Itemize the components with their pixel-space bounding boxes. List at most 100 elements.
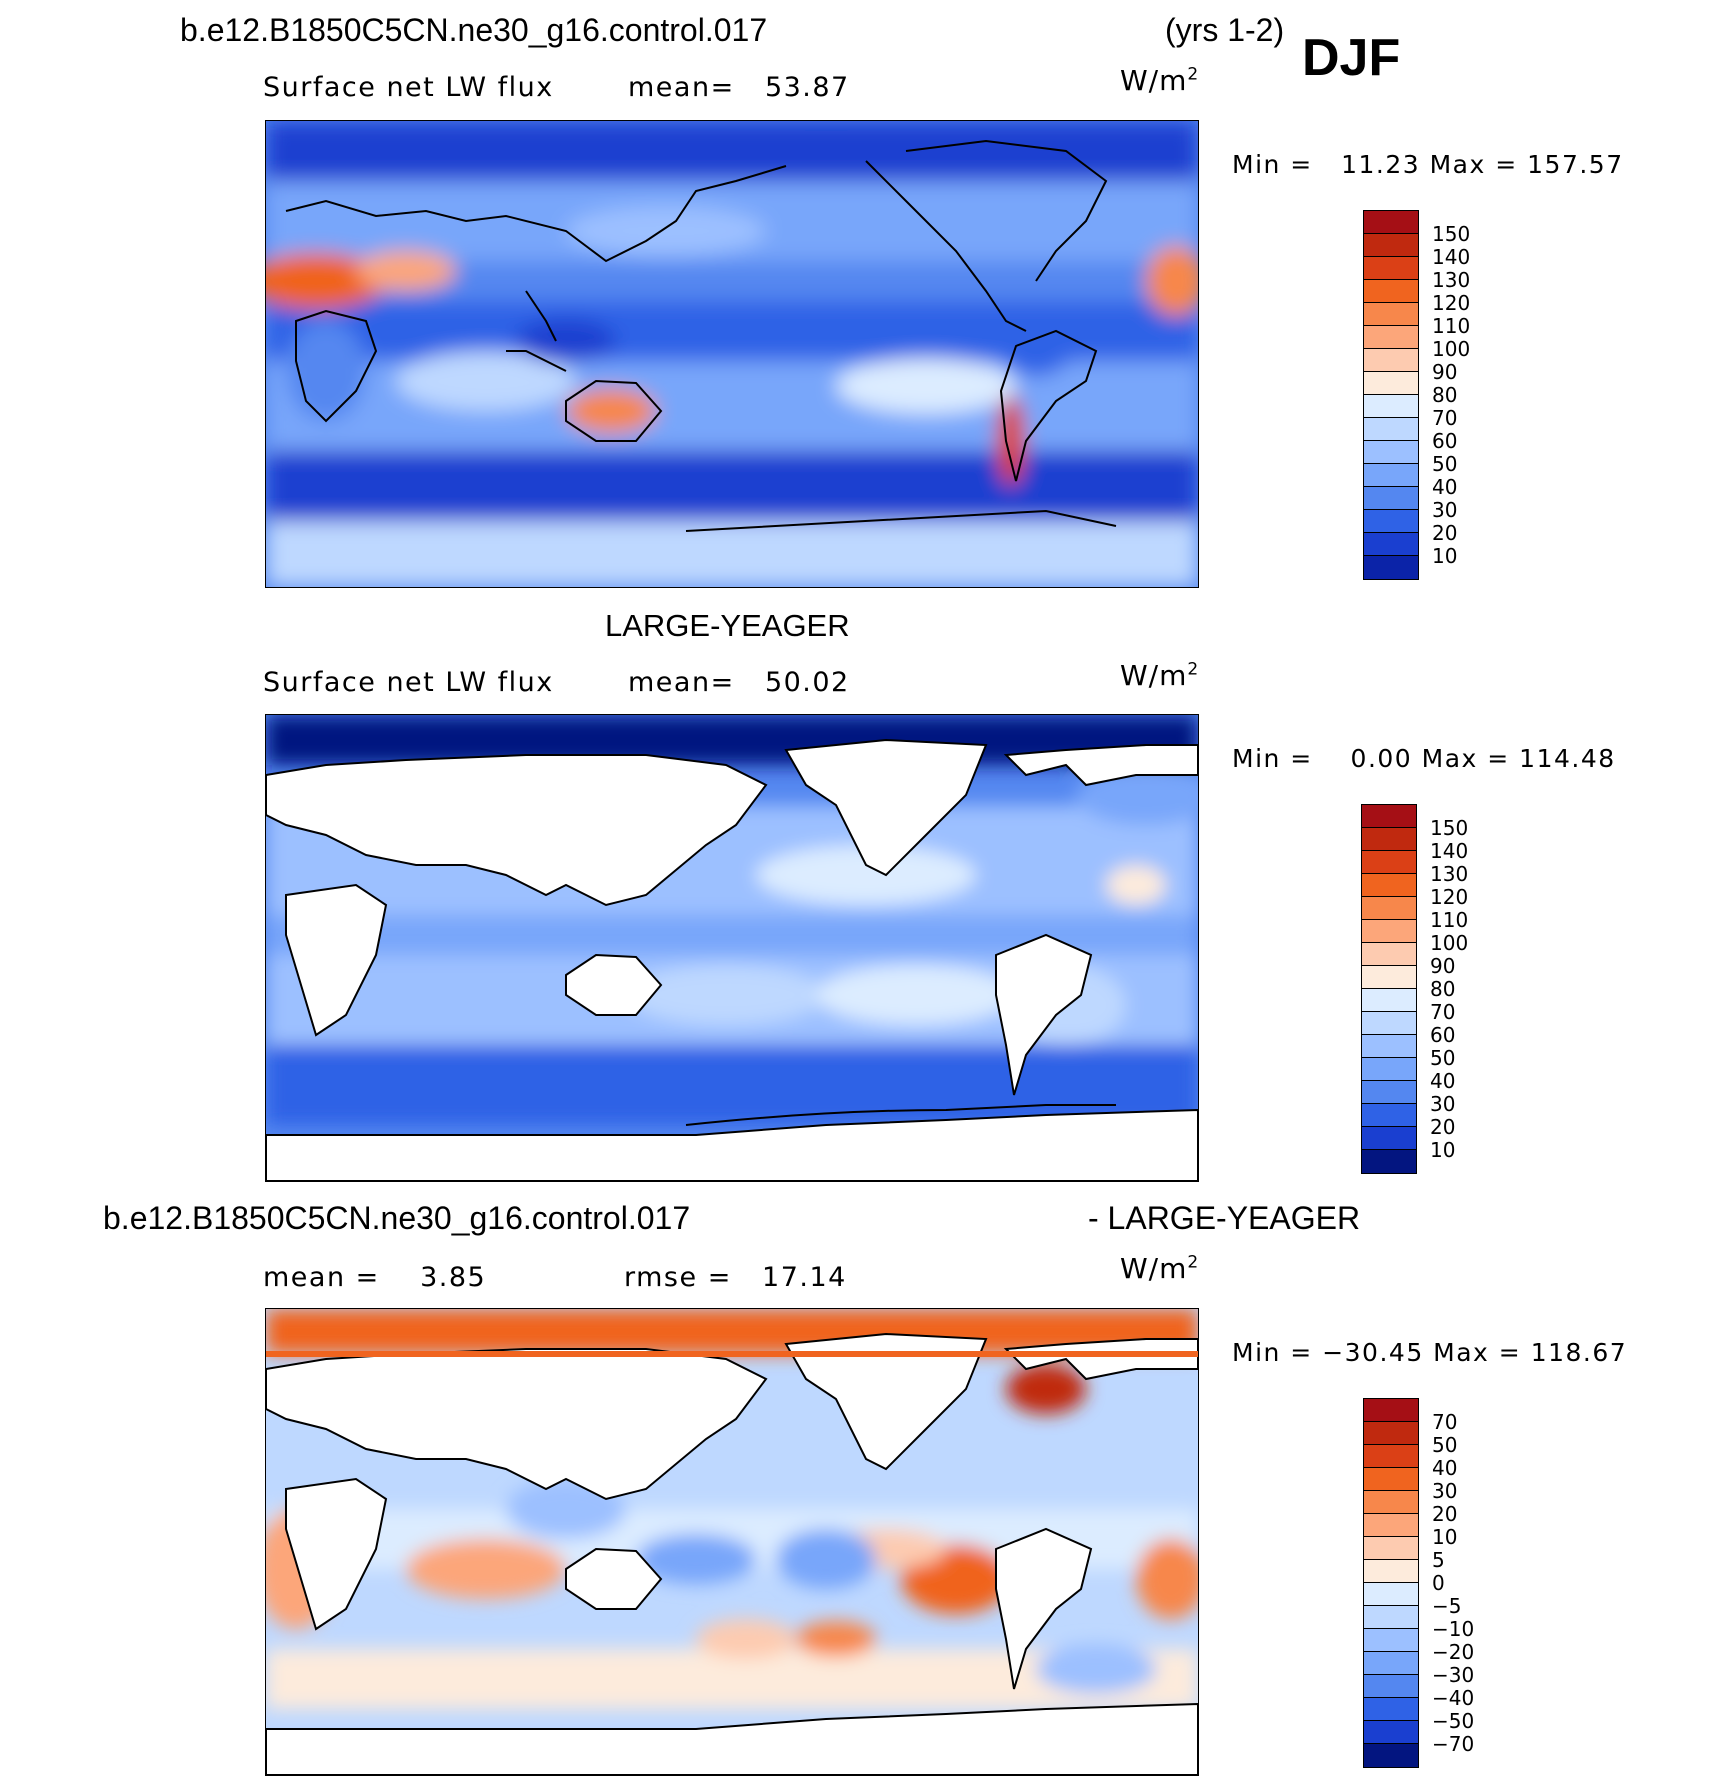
colorbar-label: 120	[1432, 291, 1471, 315]
colorbar-2-seg	[1362, 966, 1416, 989]
colorbar-1-seg	[1364, 441, 1418, 464]
colorbar-label: −20	[1432, 1640, 1475, 1664]
colorbar-3-seg	[1364, 1399, 1418, 1422]
colorbar-2-seg	[1362, 920, 1416, 943]
colorbar-3-seg	[1364, 1652, 1418, 1675]
case-title: b.e12.B1850C5CN.ne30_g16.control.017	[180, 12, 768, 48]
colorbar-label: 50	[1430, 1046, 1456, 1070]
colorbar-2-seg	[1362, 1058, 1416, 1081]
colorbar-1-seg	[1364, 418, 1418, 441]
colorbar-label: 20	[1430, 1115, 1456, 1139]
panel-3-colorbar	[1363, 1398, 1419, 1768]
colorbar-1-seg	[1364, 372, 1418, 395]
panel-1-map	[265, 120, 1199, 588]
colorbar-label: 30	[1430, 1092, 1456, 1116]
panel-1-colorbar	[1363, 210, 1419, 580]
panel-2-map	[265, 714, 1199, 1182]
colorbar-2-seg	[1362, 943, 1416, 966]
colorbar-3-seg	[1364, 1698, 1418, 1721]
colorbar-1-seg	[1364, 487, 1418, 510]
colorbar-1-seg	[1364, 395, 1418, 418]
colorbar-1-seg	[1364, 510, 1418, 533]
colorbar-1-seg	[1364, 234, 1418, 257]
colorbar-label: 10	[1432, 1525, 1458, 1549]
panel-2-title: LARGE-YEAGER	[605, 608, 850, 643]
colorbar-label: 80	[1430, 977, 1456, 1001]
panel-3-title-right: - LARGE-YEAGER	[1088, 1200, 1361, 1236]
colorbar-label: 100	[1432, 337, 1471, 361]
panel-3-map	[265, 1308, 1199, 1776]
colorbar-1-seg	[1364, 211, 1418, 234]
colorbar-label: 140	[1430, 839, 1469, 863]
colorbar-2-seg	[1362, 897, 1416, 920]
colorbar-3-seg	[1364, 1537, 1418, 1560]
colorbar-label: 20	[1432, 521, 1458, 545]
colorbar-label: 50	[1432, 1433, 1458, 1457]
colorbar-3-seg	[1364, 1629, 1418, 1652]
colorbar-1-seg	[1364, 349, 1418, 372]
panel-1-variable: Surface net LW flux	[263, 72, 554, 103]
panel-3-rmse: rmse = 17.14	[624, 1262, 847, 1293]
colorbar-2-seg	[1362, 1012, 1416, 1035]
colorbar-1-seg	[1364, 326, 1418, 349]
colorbar-label: 10	[1432, 544, 1458, 568]
panel-1-minmax: Min = 11.23 Max = 157.57	[1232, 150, 1624, 179]
panel-2-minmax: Min = 0.00 Max = 114.48	[1232, 744, 1616, 773]
colorbar-label: −5	[1432, 1594, 1462, 1618]
colorbar-1-seg	[1364, 556, 1418, 579]
panel-3-minmax: Min = −30.45 Max = 118.67	[1232, 1338, 1628, 1367]
colorbar-label: −40	[1432, 1686, 1475, 1710]
colorbar-label: 130	[1430, 862, 1469, 886]
colorbar-1-seg	[1364, 257, 1418, 280]
colorbar-label: 70	[1432, 406, 1458, 430]
colorbar-label: 50	[1432, 452, 1458, 476]
colorbar-label: 140	[1432, 245, 1471, 269]
colorbar-1-seg	[1364, 464, 1418, 487]
colorbar-3-seg	[1364, 1606, 1418, 1629]
colorbar-label: 20	[1432, 1502, 1458, 1526]
colorbar-3-seg	[1364, 1583, 1418, 1606]
colorbar-1-seg	[1364, 533, 1418, 556]
colorbar-3-seg	[1364, 1468, 1418, 1491]
colorbar-3-seg	[1364, 1560, 1418, 1583]
colorbar-label: 80	[1432, 383, 1458, 407]
panel-1-mean: mean= 53.87	[628, 72, 850, 103]
colorbar-2-seg	[1362, 1081, 1416, 1104]
colorbar-label: 130	[1432, 268, 1471, 292]
colorbar-label: 150	[1430, 816, 1469, 840]
colorbar-3-seg	[1364, 1445, 1418, 1468]
colorbar-label: 90	[1430, 954, 1456, 978]
panel-2-variable: Surface net LW flux	[263, 667, 554, 698]
colorbar-2-seg	[1362, 1035, 1416, 1058]
colorbar-label: 60	[1430, 1023, 1456, 1047]
years-label: (yrs 1-2)	[1165, 12, 1285, 48]
panel-2-mean: mean= 50.02	[628, 667, 850, 698]
colorbar-label: 30	[1432, 498, 1458, 522]
colorbar-3-seg	[1364, 1744, 1418, 1767]
colorbar-3-seg	[1364, 1491, 1418, 1514]
colorbar-label: 40	[1430, 1069, 1456, 1093]
panel-3-units: W/m2	[1120, 1252, 1200, 1285]
panel-2-units: W/m2	[1120, 659, 1200, 692]
colorbar-label: 100	[1430, 931, 1469, 955]
colorbar-2-seg	[1362, 1127, 1416, 1150]
colorbar-1-seg	[1364, 280, 1418, 303]
colorbar-label: 30	[1432, 1479, 1458, 1503]
colorbar-2-seg	[1362, 828, 1416, 851]
colorbar-label: 10	[1430, 1138, 1456, 1162]
colorbar-2-seg	[1362, 851, 1416, 874]
colorbar-label: 5	[1432, 1548, 1445, 1572]
colorbar-label: 70	[1430, 1000, 1456, 1024]
colorbar-label: 0	[1432, 1571, 1445, 1595]
colorbar-3-seg	[1364, 1675, 1418, 1698]
colorbar-label: 110	[1430, 908, 1469, 932]
colorbar-label: 150	[1432, 222, 1471, 246]
colorbar-label: 70	[1432, 1410, 1458, 1434]
panel-3-mean: mean = 3.85	[263, 1262, 487, 1293]
colorbar-3-seg	[1364, 1422, 1418, 1445]
colorbar-label: −50	[1432, 1709, 1475, 1733]
colorbar-2-seg	[1362, 805, 1416, 828]
season-label: DJF	[1302, 29, 1401, 87]
colorbar-label: −70	[1432, 1732, 1475, 1756]
panel-3-title-left: b.e12.B1850C5CN.ne30_g16.control.017	[103, 1200, 691, 1236]
